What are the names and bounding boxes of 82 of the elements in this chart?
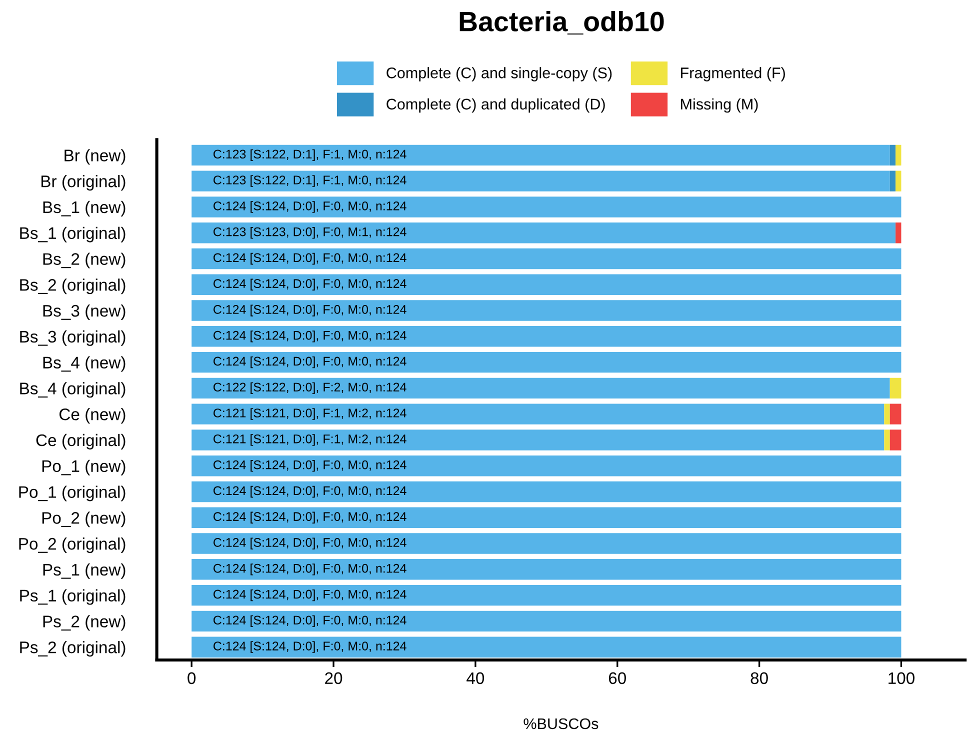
y-tick-label: Bs_3 (original) xyxy=(20,330,126,346)
y-tick-label: Bs_3 (new) xyxy=(43,304,126,320)
bar xyxy=(192,378,890,399)
x-tick-label: 0 xyxy=(188,672,196,684)
bar xyxy=(192,196,902,218)
data-label: C:124 [S:124, D:0], F:0, M:0, n:124 xyxy=(214,460,406,472)
bar xyxy=(884,430,890,450)
data-label: C:122 [S:122, D:0], F:2, M:0, n:124 xyxy=(214,382,406,394)
data-label: C:124 [S:124, D:0], F:0, M:0, n:124 xyxy=(214,589,406,602)
y-tick-label: Ps_1 (original) xyxy=(20,589,126,605)
legend-label: Complete (C) and single-copy (S) xyxy=(386,67,612,82)
bar xyxy=(192,636,902,658)
bar xyxy=(192,144,890,166)
data-label: C:124 [S:124, D:0], F:0, M:0, n:124 xyxy=(214,278,406,290)
y-tick-label: Bs_1 (new) xyxy=(43,200,126,216)
x-axis-title: %BUSCOs xyxy=(524,718,598,730)
data-label: C:124 [S:124, D:0], F:0, M:0, n:124 xyxy=(214,252,406,265)
bar xyxy=(896,222,902,244)
data-label: C:124 [S:124, D:0], F:0, M:0, n:124 xyxy=(214,641,406,653)
y-tick-label: Bs_4 (original) xyxy=(20,382,126,398)
data-label: C:124 [S:124, D:0], F:0, M:0, n:124 xyxy=(214,356,406,368)
bar xyxy=(192,584,902,606)
y-tick-label: Bs_4 (new) xyxy=(43,356,126,372)
bar xyxy=(192,481,902,502)
y-tick-label: Po_1 (new) xyxy=(42,460,126,476)
data-label: C:121 [S:121, D:0], F:1, M:2, n:124 xyxy=(214,434,406,446)
data-label: C:124 [S:124, D:0], F:0, M:0, n:124 xyxy=(214,564,406,576)
y-tick-label: Ce (new) xyxy=(60,408,126,424)
bar xyxy=(192,222,896,244)
y-tick-label: Br (new) xyxy=(64,149,126,165)
bar xyxy=(890,170,896,192)
data-label: C:124 [S:124, D:0], F:0, M:0, n:124 xyxy=(214,304,406,316)
bar xyxy=(192,274,902,295)
bar xyxy=(884,404,890,424)
y-tick-label: Po_1 (original) xyxy=(19,486,126,502)
data-label: C:124 [S:124, D:0], F:0, M:0, n:124 xyxy=(214,330,406,342)
data-label: C:124 [S:124, D:0], F:0, M:0, n:124 xyxy=(214,512,406,524)
x-tick-label: 20 xyxy=(325,672,342,684)
y-tick-label: Ps_2 (new) xyxy=(43,615,126,631)
data-label: C:121 [S:121, D:0], F:1, M:2, n:124 xyxy=(214,408,406,420)
bar xyxy=(192,610,902,632)
y-tick-label: Bs_2 (new) xyxy=(43,252,126,268)
data-label: C:123 [S:123, D:0], F:0, M:1, n:124 xyxy=(214,227,406,239)
legend-label: Complete (C) and duplicated (D) xyxy=(386,98,605,113)
y-tick-label: Bs_1 (original) xyxy=(20,226,126,242)
data-label: C:124 [S:124, D:0], F:0, M:0, n:124 xyxy=(214,615,406,628)
bar xyxy=(192,300,902,321)
y-tick-label: Ps_1 (new) xyxy=(43,563,126,579)
bar xyxy=(192,430,884,450)
bar xyxy=(192,170,890,192)
y-tick-label: Ps_2 (original) xyxy=(20,641,126,657)
bar xyxy=(890,404,902,424)
data-label: C:124 [S:124, D:0], F:0, M:0, n:124 xyxy=(214,486,406,498)
data-label: C:124 [S:124, D:0], F:0, M:0, n:124 xyxy=(214,201,406,213)
data-label: C:124 [S:124, D:0], F:0, M:0, n:124 xyxy=(214,538,406,550)
y-tick-label: Po_2 (new) xyxy=(42,512,126,528)
x-tick-label: 40 xyxy=(466,672,484,684)
chart-title: Bacteria_odb10 xyxy=(460,11,664,35)
legend-label: Fragmented (F) xyxy=(681,67,785,82)
bar xyxy=(192,533,902,554)
bar xyxy=(890,144,896,166)
x-tick-label: 80 xyxy=(750,672,768,684)
bar xyxy=(192,352,902,373)
bar xyxy=(896,170,902,192)
bar xyxy=(890,378,902,399)
bar xyxy=(890,430,902,450)
bar xyxy=(192,326,902,347)
bar xyxy=(192,456,902,476)
y-tick-label: Br (original) xyxy=(42,175,126,191)
bar xyxy=(896,144,902,166)
y-tick-label: Ce (original) xyxy=(36,434,126,450)
bar xyxy=(192,507,902,528)
y-tick-label: Bs_2 (original) xyxy=(20,278,126,294)
bar xyxy=(192,248,902,270)
y-tick-label: Po_2 (original) xyxy=(19,537,126,554)
bar xyxy=(192,559,902,580)
data-label: C:123 [S:122, D:1], F:1, M:0, n:124 xyxy=(214,175,406,187)
x-tick-label: 60 xyxy=(608,672,626,684)
data-label: C:123 [S:122, D:1], F:1, M:0, n:124 xyxy=(214,149,406,162)
bar xyxy=(192,404,884,424)
x-tick-label: 100 xyxy=(888,672,914,684)
legend-label: Missing (M) xyxy=(681,98,758,113)
